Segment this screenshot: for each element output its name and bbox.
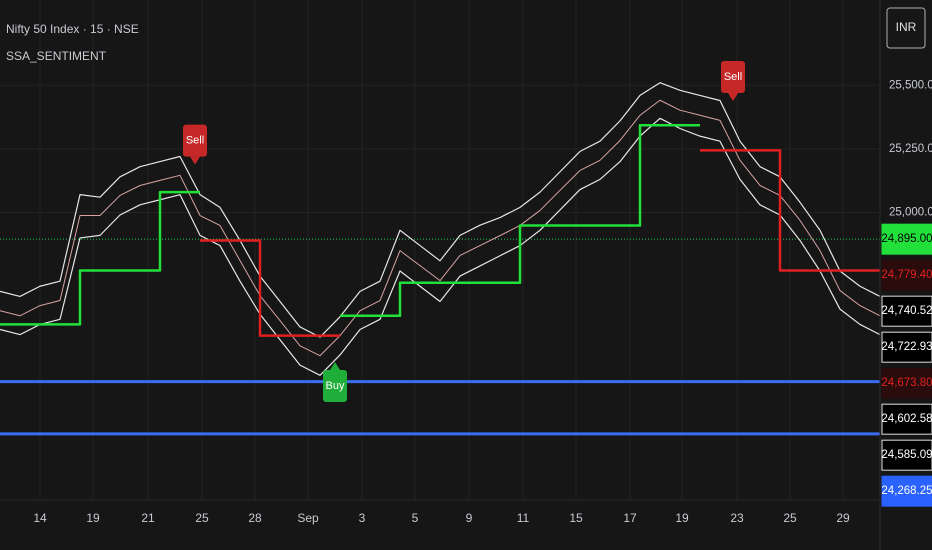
x-tick-label: 25	[783, 511, 797, 525]
signal-pointer	[330, 362, 340, 371]
price-label-box	[881, 439, 932, 471]
price-label-box	[881, 223, 932, 255]
axes: 14 19 21 25 28 Sep 3 5 9 11 15 17 19 23 25 29 25,000.00 2…	[33, 79, 932, 525]
x-tick-label: 5	[412, 511, 419, 525]
price-label: 24,722.93	[881, 341, 932, 353]
price-label: 24,602.58	[881, 413, 932, 425]
signal-pointer	[190, 156, 200, 165]
signal-label: Sell	[724, 71, 742, 83]
x-tick-label: 19	[86, 511, 100, 525]
series-line	[0, 123, 700, 326]
signal-label: Buy	[326, 380, 345, 392]
x-tick-label: 15	[569, 511, 583, 525]
x-tick-label: 25	[195, 511, 209, 525]
x-tick-label: 17	[623, 511, 637, 525]
grid	[0, 0, 880, 500]
price-label: 24,585.09	[881, 449, 932, 461]
x-tick-label: 21	[141, 511, 155, 525]
x-tick-label: 9	[466, 511, 473, 525]
price-label: 24,740.52	[881, 305, 932, 317]
currency-label[interactable]: INR	[896, 20, 917, 34]
chart-title: Nifty 50 Index · 15 · NSE	[6, 22, 139, 36]
y-tick-label: 25,250.00	[889, 143, 932, 155]
x-tick-label: Sep	[297, 511, 319, 525]
y-tick-label: 25,000.00	[889, 206, 932, 218]
series-line	[0, 82, 881, 338]
price-label-box	[881, 331, 932, 363]
x-tick-label: 29	[836, 511, 850, 525]
price-label-box	[881, 475, 932, 507]
series-line	[0, 99, 881, 357]
x-tick-label: 3	[359, 511, 366, 525]
series-line	[200, 149, 880, 337]
plot: Sell Buy Sell	[0, 61, 881, 436]
signal-box	[323, 370, 347, 403]
x-tick-label: 14	[33, 511, 47, 525]
currency-box[interactable]	[886, 7, 926, 49]
signal-pointer	[728, 93, 738, 102]
price-label-box	[881, 259, 932, 291]
signal-box	[721, 61, 745, 94]
price-label: 24,268.25	[881, 485, 932, 497]
price-label: 24,673.80	[881, 377, 932, 389]
price-label-box	[881, 367, 932, 399]
x-tick-label: 28	[248, 511, 262, 525]
price-label: 24,895.00	[881, 233, 932, 245]
x-tick-label: 23	[730, 511, 744, 525]
x-tick-label: 11	[517, 511, 530, 525]
price-label-box	[881, 403, 932, 435]
y-tick-label: 25,500.00	[889, 79, 932, 91]
series-line	[0, 117, 881, 376]
price-label-box	[881, 295, 932, 327]
x-tick-label: 19	[675, 511, 689, 525]
price-label: 24,779.40	[881, 269, 932, 281]
indicator-name: SSA_SENTIMENT	[6, 49, 107, 63]
signal-box	[183, 124, 207, 157]
signal-label: Sell	[186, 135, 204, 147]
